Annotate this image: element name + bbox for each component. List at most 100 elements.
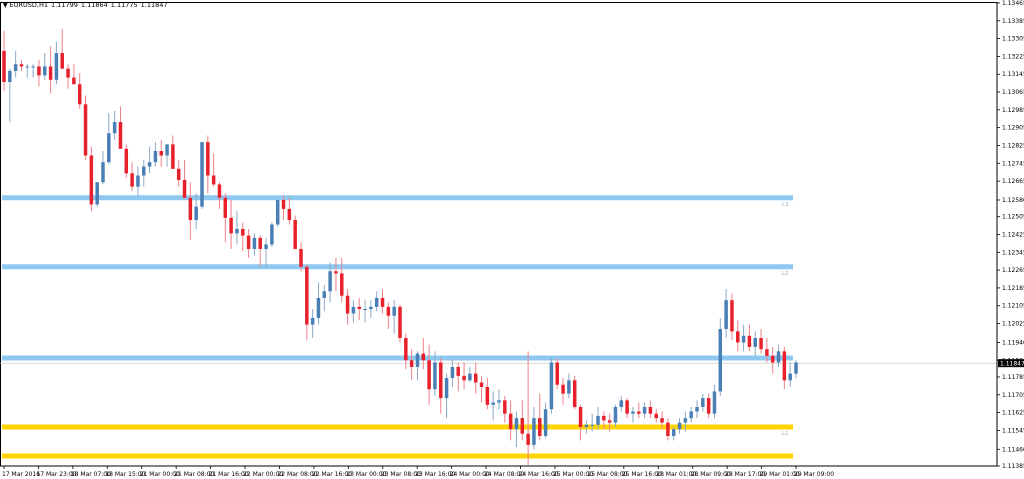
candle-body <box>753 338 757 347</box>
candle-body <box>712 391 717 414</box>
candle-body <box>671 429 676 436</box>
candle-body <box>782 351 787 381</box>
candle <box>491 391 495 421</box>
candle-body <box>514 418 519 430</box>
time-tick-label: 29 Mar 09:00 <box>794 471 834 478</box>
candle-body <box>404 338 408 361</box>
price-tick-label: 1.12905 <box>1002 125 1024 132</box>
candle-body <box>95 182 99 205</box>
time-tick-label: 22 Mar 08:00 <box>277 471 317 478</box>
candle-body <box>741 335 746 343</box>
level-label: L2 <box>782 271 789 277</box>
price-tick-label: 1.12105 <box>1002 303 1024 310</box>
candle <box>206 135 210 194</box>
candle-body <box>427 360 431 390</box>
ohlc-high: 1.11864 <box>80 1 108 9</box>
candle <box>654 409 658 423</box>
level-label: L1 <box>782 431 789 437</box>
ohlc-close: 1.11847 <box>140 1 168 9</box>
candle <box>101 151 105 185</box>
candle <box>415 351 420 381</box>
candle-body <box>136 175 140 187</box>
candle <box>147 146 152 174</box>
horizontal-levels[interactable]: L3 L2 L1 <box>2 195 793 459</box>
candle-body <box>258 237 262 249</box>
candle-body <box>654 413 658 419</box>
candle <box>671 427 676 441</box>
candle-body <box>246 235 251 249</box>
candle-body <box>473 373 478 383</box>
candle <box>770 346 775 374</box>
candle <box>736 320 740 352</box>
candle-body <box>374 297 379 307</box>
time-tick-label: 28 Mar 01:00 <box>656 471 696 478</box>
candle <box>439 358 443 414</box>
candle <box>427 344 431 405</box>
candle-body <box>345 295 350 314</box>
candle <box>83 95 88 160</box>
candle <box>89 146 94 212</box>
candle <box>660 411 664 430</box>
time-tick-label: 29 Mar 01:00 <box>760 471 800 478</box>
candle-body <box>83 104 88 156</box>
candle <box>48 46 53 94</box>
price-tick-label: 1.13385 <box>1002 18 1024 25</box>
candle-body <box>561 384 565 394</box>
candle-body <box>66 68 70 78</box>
candle <box>72 64 76 85</box>
candle <box>25 64 30 78</box>
candle <box>549 358 554 414</box>
candle <box>712 384 717 419</box>
price-tick-label: 1.12185 <box>1002 285 1024 292</box>
candle <box>316 282 321 325</box>
time-tick-label: 22 Mar 00:00 <box>243 471 283 478</box>
candle <box>19 59 24 71</box>
candle-body <box>503 400 507 414</box>
candle <box>625 398 629 419</box>
candle-body <box>101 162 105 183</box>
candle <box>741 324 746 352</box>
candle-body <box>305 266 309 325</box>
candle <box>578 404 583 441</box>
candle <box>642 402 647 419</box>
candle <box>747 324 752 352</box>
candle <box>444 373 449 419</box>
time-tick-label: 23 Mar 08:00 <box>381 471 421 478</box>
symbol-label: EURUSD,H1 <box>9 1 48 9</box>
candle <box>124 144 129 178</box>
candle <box>572 375 577 410</box>
candle-body <box>637 411 641 414</box>
time-tick-label: 24 Mar 08:00 <box>484 471 524 478</box>
candle <box>607 413 612 432</box>
candle-body <box>433 362 437 390</box>
candle <box>31 64 35 78</box>
candle <box>340 257 344 303</box>
candle <box>363 300 367 323</box>
candle-body <box>497 400 501 403</box>
candle <box>473 362 478 394</box>
candle-body <box>444 378 449 399</box>
candle-body <box>8 70 12 83</box>
candle-body <box>409 360 414 367</box>
candle-body <box>60 53 64 69</box>
time-tick-label: 18 Mar 15:00 <box>105 471 145 478</box>
candle-body <box>25 66 30 68</box>
candle <box>77 73 82 109</box>
candle <box>765 338 769 363</box>
price-tick-label: 1.12425 <box>1002 232 1024 239</box>
candle <box>409 349 414 381</box>
time-tick-label: 23 Mar 16:00 <box>415 471 455 478</box>
chart-title-bar: ▼ EURUSD,H1 1.11799 1.11864 1.11775 1.11847 <box>3 1 171 9</box>
price-tick-label: 1.12025 <box>1002 321 1024 328</box>
candle <box>421 338 426 370</box>
candle <box>503 395 507 423</box>
candle-body <box>765 349 769 356</box>
chevron-down-icon[interactable]: ▼ <box>3 2 8 9</box>
candle <box>730 293 734 341</box>
candle <box>66 64 70 89</box>
candle <box>398 304 402 343</box>
candle <box>252 233 257 256</box>
candle <box>258 235 262 267</box>
